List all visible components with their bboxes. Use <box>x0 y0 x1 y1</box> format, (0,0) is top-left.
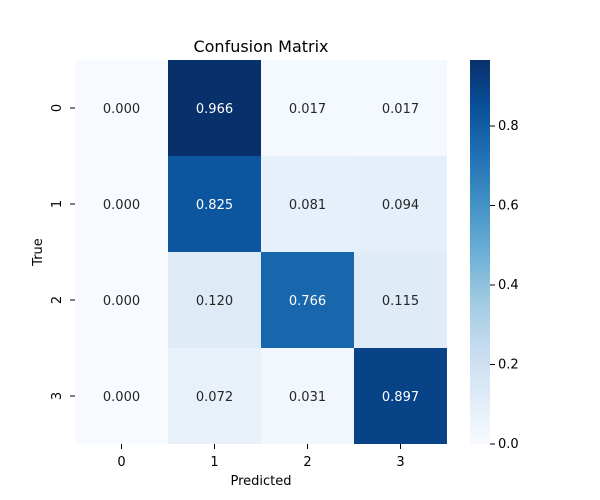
heatmap-value-label-2-3: 0.115 <box>382 294 419 309</box>
heatmap-cell-1-0 <box>75 156 168 252</box>
colorbar-tick-label-4: 0.8 <box>498 119 519 134</box>
y-axis-label: True <box>31 238 46 267</box>
x-tick-label-2: 2 <box>303 455 311 470</box>
heatmap-value-label-1-0: 0.000 <box>103 198 140 213</box>
heatmap-value-label-1-2: 0.081 <box>289 198 326 213</box>
heatmap-cell-3-2 <box>261 348 354 444</box>
x-tick-label-3: 3 <box>396 455 404 470</box>
heatmap-value-label-3-1: 0.072 <box>196 390 233 405</box>
heatmap-value-label-1-3: 0.094 <box>382 198 419 213</box>
x-tick-label-1: 1 <box>210 455 218 470</box>
y-tick-label-0: 0 <box>50 104 65 112</box>
y-tick-label-2: 2 <box>50 296 65 304</box>
colorbar <box>470 60 490 444</box>
heatmap-cell-3-3 <box>354 348 447 444</box>
heatmap-value-label-0-1: 0.966 <box>196 102 233 117</box>
heatmap-cell-0-0 <box>75 60 168 156</box>
heatmap-value-label-0-2: 0.017 <box>289 102 326 117</box>
colorbar-tick-label-0: 0.0 <box>498 437 519 452</box>
x-tick-label-0: 0 <box>117 455 125 470</box>
heatmap-cell-0-3 <box>354 60 447 156</box>
heatmap-value-label-1-1: 0.825 <box>196 198 233 213</box>
y-tick-label-3: 3 <box>50 392 65 400</box>
heatmap-value-label-3-2: 0.031 <box>289 390 326 405</box>
y-axis-ticks: 0 1 2 3 <box>50 104 75 400</box>
heatmap-value-label-2-0: 0.000 <box>103 294 140 309</box>
heatmap-value-label-3-0: 0.000 <box>103 390 140 405</box>
heatmap-value-label-2-2: 0.766 <box>289 294 326 309</box>
heatmap-cell-0-1 <box>168 60 261 156</box>
heatmap-cell-3-0 <box>75 348 168 444</box>
heatmap-cell-2-0 <box>75 252 168 348</box>
chart-title: Confusion Matrix <box>193 37 328 56</box>
x-axis-ticks: 0 1 2 3 <box>117 444 405 470</box>
heatmap-value-label-2-1: 0.120 <box>196 294 233 309</box>
heatmap-cell-2-3 <box>354 252 447 348</box>
heatmap-cell-0-2 <box>261 60 354 156</box>
heatmap-cell-1-1 <box>168 156 261 252</box>
y-tick-label-1: 1 <box>50 200 65 208</box>
heatmap-value-label-0-0: 0.000 <box>103 102 140 117</box>
colorbar-tick-label-1: 0.2 <box>498 357 519 372</box>
colorbar-ticks: 0.0 0.2 0.4 0.6 0.8 <box>490 119 519 452</box>
heatmap-cell-1-2 <box>261 156 354 252</box>
colorbar-tick-label-2: 0.4 <box>498 278 519 293</box>
heatmap-cell-2-1 <box>168 252 261 348</box>
heatmap-value-label-3-3: 0.897 <box>382 390 419 405</box>
heatmap-cells <box>75 60 447 444</box>
heatmap-value-label-0-3: 0.017 <box>382 102 419 117</box>
x-axis-label: Predicted <box>230 474 291 489</box>
heatmap-cell-1-3 <box>354 156 447 252</box>
colorbar-tick-label-3: 0.6 <box>498 198 519 213</box>
heatmap-cell-2-2 <box>261 252 354 348</box>
heatmap-cell-3-1 <box>168 348 261 444</box>
heatmap-value-labels: 0.000 0.966 0.017 0.017 0.000 0.825 0.081 0.094… <box>103 102 419 405</box>
